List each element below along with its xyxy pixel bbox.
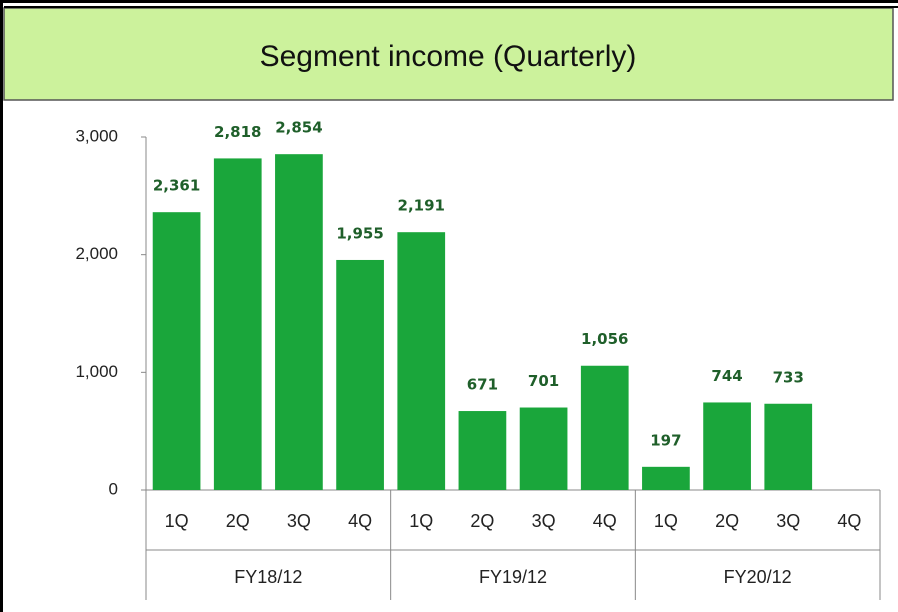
x-tick-label: 3Q <box>776 511 800 531</box>
data-label: 2,818 <box>214 123 261 141</box>
bar <box>458 411 507 490</box>
data-label: 1,955 <box>336 224 383 242</box>
x-tick-label: 4Q <box>348 511 372 531</box>
x-tick-label: 1Q <box>409 511 433 531</box>
top-border <box>0 0 898 3</box>
data-label: 733 <box>773 368 804 386</box>
data-label: 197 <box>650 431 681 449</box>
group-label: FY19/12 <box>479 567 547 587</box>
chart-title: Segment income (Quarterly) <box>260 40 637 73</box>
data-label: 2,854 <box>275 119 322 137</box>
x-tick-label: 3Q <box>287 511 311 531</box>
bar <box>642 466 690 490</box>
bar <box>336 259 384 490</box>
bar <box>397 232 446 491</box>
bar <box>275 154 323 491</box>
y-tick-label: 1,000 <box>75 362 118 381</box>
y-tick-label: 2,000 <box>75 244 118 263</box>
data-label: 2,361 <box>153 177 200 195</box>
x-tick-label: 2Q <box>226 511 250 531</box>
bar <box>519 407 568 490</box>
x-tick-label: 2Q <box>715 511 739 531</box>
bar <box>152 212 201 490</box>
y-tick-label: 3,000 <box>75 126 118 145</box>
x-tick-label: 4Q <box>837 511 861 531</box>
data-label: 701 <box>528 372 559 390</box>
x-tick-label: 2Q <box>470 511 494 531</box>
x-tick-label: 3Q <box>532 511 556 531</box>
x-tick-label: 1Q <box>654 511 678 531</box>
data-label: 671 <box>467 376 498 394</box>
bar <box>703 402 751 490</box>
left-border <box>0 0 3 612</box>
bar <box>213 158 262 490</box>
bar <box>764 403 813 490</box>
group-label: FY20/12 <box>724 567 792 587</box>
x-tick-label: 1Q <box>165 511 189 531</box>
group-label: FY18/12 <box>234 567 302 587</box>
data-label: 744 <box>711 367 742 385</box>
bar <box>580 365 629 490</box>
data-label: 2,191 <box>398 197 445 215</box>
title-band <box>3 7 894 101</box>
data-label: 1,056 <box>581 330 628 348</box>
y-tick-label: 0 <box>109 479 118 498</box>
x-tick-label: 4Q <box>593 511 617 531</box>
